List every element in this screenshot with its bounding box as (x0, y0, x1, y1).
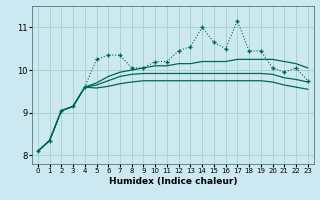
X-axis label: Humidex (Indice chaleur): Humidex (Indice chaleur) (108, 177, 237, 186)
